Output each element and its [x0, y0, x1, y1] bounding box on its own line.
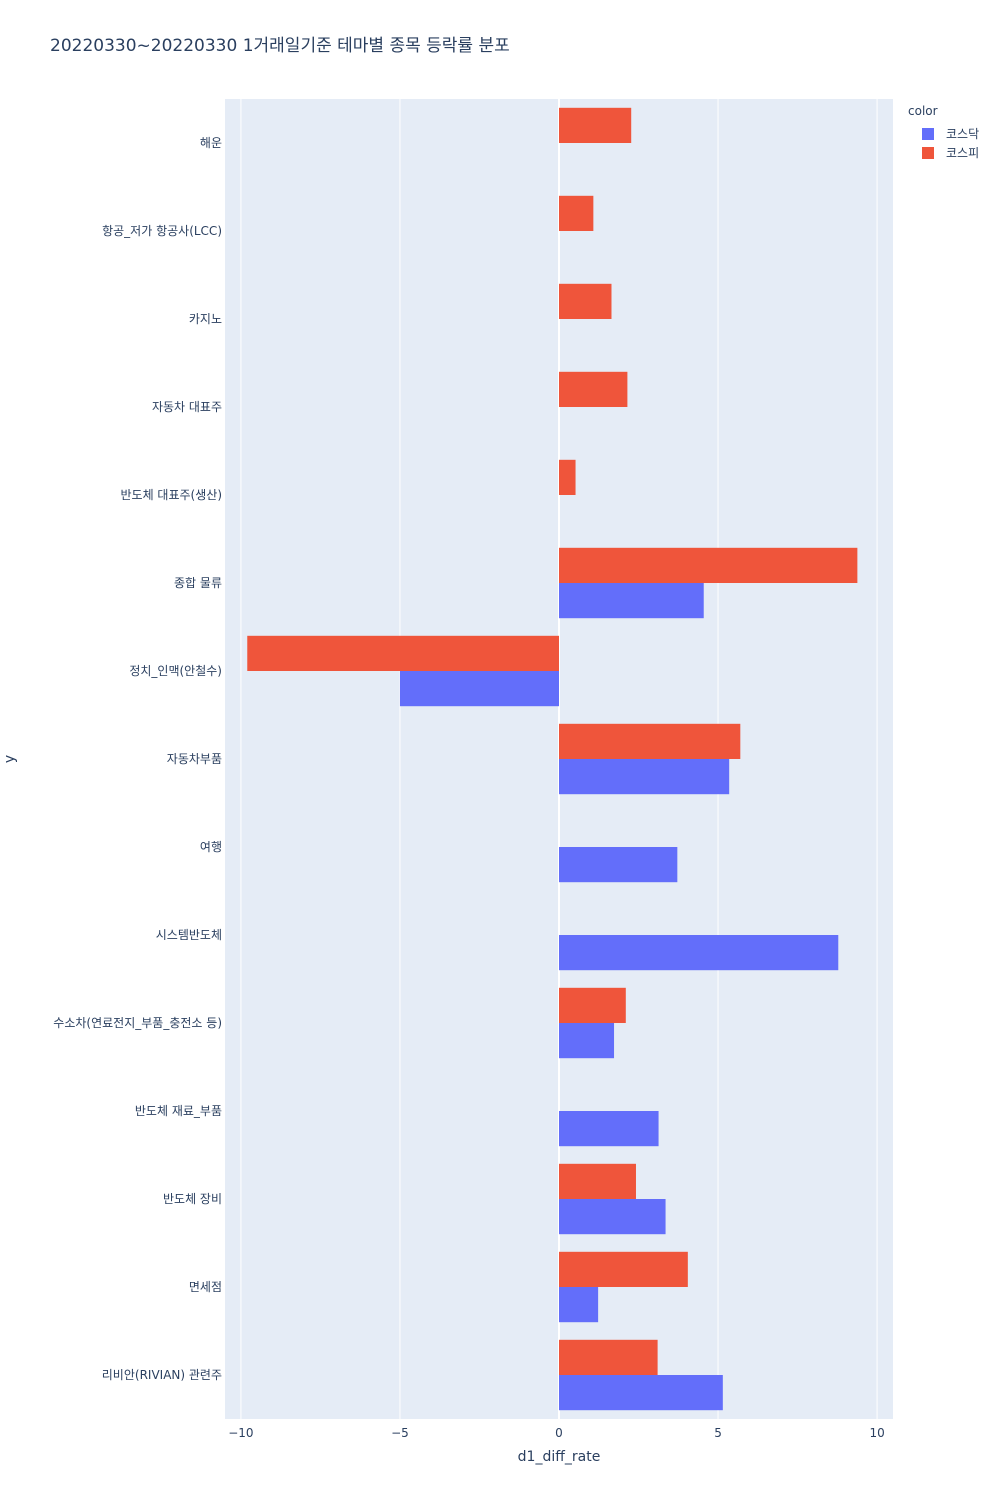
- legend-label-kospi: 코스피: [946, 146, 980, 160]
- bar-kosdaq: [399, 671, 559, 707]
- x-tick-label: −10: [228, 1426, 253, 1440]
- legend-item-kosdaq[interactable]: 코스닥: [908, 124, 979, 143]
- bar-kospi: [559, 283, 612, 319]
- bar-kosdaq: [559, 1199, 666, 1235]
- chart-title: 20220330~20220330 1거래일기준 테마별 종목 등락률 분포: [50, 36, 510, 56]
- x-tick-label: −5: [391, 1426, 409, 1440]
- bar-kospi: [559, 1251, 688, 1287]
- x-tick-label: 5: [714, 1426, 722, 1440]
- bar-kospi: [559, 547, 858, 583]
- y-category-label: 자동차 대표주: [152, 400, 222, 414]
- legend-swatch-kospi: [922, 146, 934, 159]
- bar-kospi: [559, 987, 626, 1023]
- y-axis-title: y: [2, 755, 18, 763]
- y-category-label: 종합 물류: [174, 576, 222, 590]
- bar-kospi: [559, 459, 576, 495]
- y-category-label: 항공_저가 항공사(LCC): [102, 224, 222, 238]
- x-tick-label: 0: [555, 1426, 563, 1440]
- y-category-label: 리비안(RIVIAN) 관련주: [102, 1368, 222, 1382]
- legend-label-kosdaq: 코스닥: [946, 127, 980, 141]
- y-category-label: 반도체 재료_부품: [135, 1104, 222, 1118]
- bar-kosdaq: [559, 847, 678, 883]
- y-category-label: 자동차부품: [167, 752, 222, 766]
- y-category-label: 수소차(연료전지_부품_충전소 등): [53, 1016, 222, 1030]
- y-category-label: 정치_인맥(안철수): [129, 664, 222, 678]
- bar-kosdaq: [559, 1375, 723, 1411]
- bar-kosdaq: [559, 1023, 615, 1059]
- bar-kosdaq: [559, 1287, 599, 1323]
- bar-kosdaq: [559, 935, 839, 971]
- x-axis-title: d1_diff_rate: [518, 1449, 601, 1465]
- y-category-label: 해운: [200, 136, 222, 150]
- y-category-label: 반도체 장비: [163, 1192, 222, 1206]
- y-category-label: 카지노: [189, 312, 222, 326]
- bar-kosdaq: [559, 583, 704, 619]
- legend: color 코스닥 코스피: [908, 104, 979, 162]
- legend-title: color: [908, 104, 938, 118]
- y-category-label: 여행: [200, 839, 222, 854]
- bar-kospi: [559, 723, 741, 759]
- bar-kospi: [559, 1163, 636, 1199]
- bar-kospi: [559, 371, 628, 407]
- y-category-label: 반도체 대표주(생산): [121, 488, 223, 502]
- bar-kospi: [559, 107, 632, 143]
- legend-swatch-kosdaq: [922, 127, 934, 140]
- y-category-label: 면세점: [189, 1280, 222, 1294]
- bar-kospi: [559, 195, 594, 231]
- bar-kospi: [559, 1339, 658, 1375]
- y-category-label: 시스템반도체: [156, 928, 222, 942]
- bar-kospi: [247, 635, 559, 671]
- legend-item-kospi[interactable]: 코스피: [908, 143, 979, 162]
- bar-kosdaq: [559, 1111, 659, 1147]
- x-tick-label: 10: [869, 1426, 884, 1440]
- bar-kosdaq: [559, 759, 730, 795]
